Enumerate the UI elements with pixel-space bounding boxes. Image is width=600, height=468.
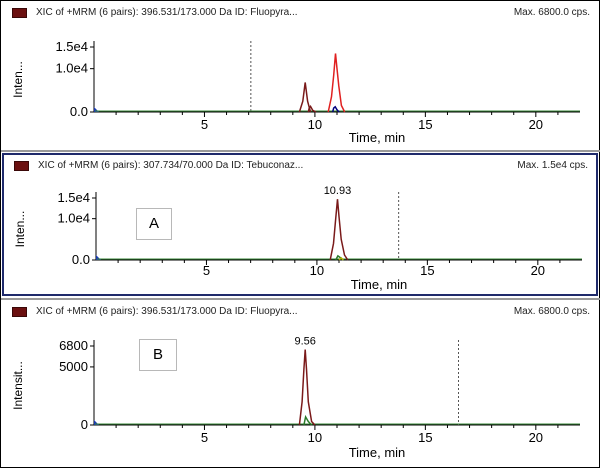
- y-tick-label: 0.0: [72, 252, 90, 267]
- trace-color-swatch-icon: [14, 161, 29, 171]
- chromatogram-panel-fluopyram-bottom: XIC of +MRM (6 pairs): 396.531/173.000 D…: [2, 301, 598, 465]
- x-tick-label: 20: [529, 117, 543, 132]
- series-line: [329, 199, 349, 261]
- y-axis-label: Intensit...: [11, 361, 25, 410]
- trace-color-swatch-icon: [12, 8, 27, 18]
- x-tick-label: 15: [418, 117, 432, 132]
- peak-retention-label: 9.56: [294, 335, 315, 347]
- x-axis-label: Time, min: [349, 130, 406, 145]
- panel-label-a: A: [136, 208, 172, 240]
- panel-header: XIC of +MRM (6 pairs): 396.531/173.000 D…: [2, 2, 598, 22]
- trace-title: XIC of +MRM (6 pairs): 396.531/173.000 D…: [36, 7, 298, 18]
- peak-retention-label: 10.93: [324, 185, 352, 197]
- chromatogram-plot: 5 10 15 20 0.0 1.0e4 1.5e4 Time, min Inten...: [11, 39, 580, 145]
- y-axis-label: Inten...: [11, 61, 25, 98]
- x-tick-label: 20: [529, 430, 543, 445]
- x-tick-label: 15: [420, 263, 434, 278]
- trace-color-swatch-icon: [12, 307, 27, 317]
- series-line: [327, 53, 346, 113]
- y-tick-label: 1.0e4: [57, 211, 90, 226]
- y-tick-label: 0.0: [70, 104, 88, 119]
- series-line: [331, 105, 340, 113]
- series-line: [338, 256, 344, 261]
- panel-divider: [1, 150, 600, 152]
- series-line: [298, 349, 316, 426]
- max-intensity-label: Max. 6800.0 cps.: [513, 7, 590, 18]
- x-tick-label: 10: [310, 263, 324, 278]
- x-tick-label: 10: [308, 430, 322, 445]
- chromatogram-panel-fluopyram-top: XIC of +MRM (6 pairs): 396.531/173.000 D…: [2, 2, 598, 149]
- y-tick-label: 6800: [59, 338, 88, 353]
- y-tick-label: 0: [81, 417, 88, 432]
- y-tick-label: 1.5e4: [57, 190, 90, 205]
- trace-title: XIC of +MRM (6 pairs): 396.531/173.000 D…: [36, 306, 298, 317]
- x-tick-label: 5: [201, 430, 208, 445]
- max-intensity-label: Max. 6800.0 cps.: [513, 306, 590, 317]
- panel-header: XIC of +MRM (6 pairs): 307.734/70.000 Da…: [4, 155, 596, 175]
- y-tick-label: 1.5e4: [55, 39, 88, 54]
- panel-header: XIC of +MRM (6 pairs): 396.531/173.000 D…: [2, 301, 598, 321]
- x-tick-label: 20: [531, 263, 545, 278]
- series-line: [307, 105, 317, 113]
- series-line: [303, 414, 313, 426]
- x-axis-label: Time, min: [351, 277, 408, 292]
- x-tick-label: 15: [418, 430, 432, 445]
- chromatogram-plot: 5 10 15 20 0.0 1.0e4 1.5e4 Time, min Inten... 10.…: [13, 185, 582, 292]
- x-axis-label: Time, min: [349, 445, 406, 460]
- x-tick-label: 5: [203, 263, 210, 278]
- max-intensity-label: Max. 1.5e4 cps.: [517, 160, 588, 171]
- y-axis-label: Inten...: [13, 211, 27, 248]
- y-tick-label: 5000: [59, 359, 88, 374]
- panel-label-b: B: [139, 339, 177, 371]
- x-tick-label: 10: [308, 117, 322, 132]
- series-line: [298, 82, 312, 113]
- chromatogram-plot: 5 10 15 20 0 5000 6800 Time, min Intensit... 9.56: [11, 335, 580, 460]
- trace-title: XIC of +MRM (6 pairs): 307.734/70.000 Da…: [38, 160, 304, 171]
- x-tick-label: 5: [201, 117, 208, 132]
- chromatogram-panel-tebuconazole: XIC of +MRM (6 pairs): 307.734/70.000 Da…: [2, 153, 598, 296]
- y-tick-label: 1.0e4: [55, 61, 88, 76]
- panel-divider: [1, 298, 600, 300]
